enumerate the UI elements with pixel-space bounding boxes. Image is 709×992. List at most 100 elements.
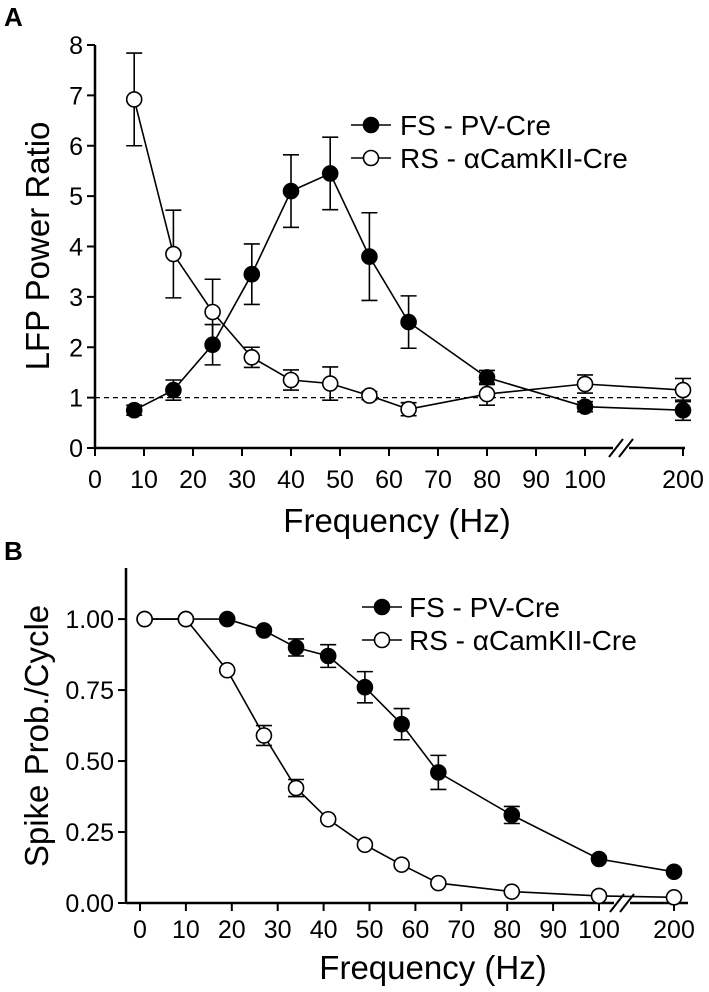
chart-a-axis-break-mark-0	[608, 438, 624, 458]
chart-a-series-fs-pv-cre-point-9	[576, 398, 594, 415]
chart-a-series-fs-pv-cre-point-10	[674, 401, 692, 419]
chart-b-series-rs-camkii-cre-point-2	[218, 661, 236, 679]
chart-a-legend-label-1: RS - αCamKII-Cre	[400, 143, 628, 174]
chart-b-y-tick-label-1: 0.25	[65, 819, 114, 847]
chart-b-series-fs-pv-cre-point-6	[356, 678, 374, 696]
chart-b-series-fs-pv-cre-point-4	[287, 639, 305, 656]
chart-a-legend-marker-1	[362, 149, 380, 167]
chart-a-series-rs-camkii-cre-point-5	[321, 375, 339, 392]
chart-a-series-fs-pv-cre-point-6	[361, 248, 378, 265]
chart-a-series-rs-camkii-cre-point-7	[400, 400, 417, 418]
chart-a-series-rs-camkii-cre-point-9	[576, 375, 594, 393]
chart-a-series-fs-pv-cre-line	[133, 172, 684, 411]
chart-b-x-tick-label-6: 60	[401, 916, 429, 944]
chart-b-series-fs-pv-cre-line	[144, 618, 675, 873]
chart-b-y-axis-title: Spike Prob./Cycle	[18, 605, 55, 867]
chart-a-y-tick-label-8: 8	[69, 32, 83, 60]
chart-a-legend-marker-0	[362, 116, 380, 134]
chart-a-series-fs-pv-cre-point-1	[165, 381, 182, 399]
chart-a-x-tick-label-4: 40	[277, 466, 305, 494]
chart-b-x-tick-label-5: 50	[356, 916, 384, 944]
chart-b-x-tick-label-2: 20	[218, 916, 246, 944]
chart-b-series-fs-pv-cre-point-10	[590, 850, 608, 868]
chart-a-x-tick-label-3: 30	[228, 466, 256, 494]
chart-b-x-tick-label-0: 0	[133, 916, 147, 944]
chart-b-y-tick-label-4: 1.00	[65, 606, 114, 634]
chart-a-series-fs-pv-cre-point-0	[125, 401, 143, 419]
chart-b-series-rs-camkii-cre-point-6	[356, 836, 374, 854]
chart-b-series-rs-camkii-cre-point-10	[590, 887, 608, 905]
chart-b-legend-label-1: RS - αCamKII-Cre	[409, 625, 637, 656]
chart-b-series-fs-pv-cre-point-7	[393, 715, 410, 733]
chart-b-series-rs-camkii-cre-point-1	[177, 610, 195, 628]
chart-a-y-tick-label-7: 7	[69, 82, 83, 110]
chart-b-x-axis-title: Frequency (Hz)	[319, 949, 546, 986]
panel-letter-b: B	[4, 536, 23, 566]
chart-a-x-tick-label-5: 50	[326, 466, 354, 494]
chart-a-x-tick-label-11: 200	[662, 466, 704, 494]
chart-b-series-rs-camkii-cre-point-0	[136, 610, 153, 628]
chart-a-axis-break-mark-1	[618, 438, 634, 458]
chart-a-y-tick-label-6: 6	[69, 133, 83, 161]
chart-a-series-rs-camkii-cre-point-1	[165, 245, 182, 263]
chart-a-series-fs-pv-cre-point-4	[282, 182, 300, 200]
chart-a-y-tick-label-0: 0	[69, 435, 83, 463]
chart-b-series-rs-camkii-cre-line	[144, 618, 675, 899]
chart-a-x-tick-label-10: 100	[564, 466, 606, 494]
chart-b-y-tick-label-2: 0.50	[65, 748, 114, 776]
chart-a-series-fs-pv-cre-point-3	[243, 265, 261, 283]
chart-b-y-tick-label-0: 0.00	[65, 890, 114, 918]
chart-b: 0.00 0.25 0.50 0.75 1.00 0 10 20 30 40 50 60 70 80 90 1…	[18, 568, 695, 986]
chart-b-x-tick-label-1: 10	[172, 916, 200, 944]
chart-b-x-tick-label-9: 90	[539, 916, 567, 944]
chart-b-legend-marker-1	[373, 631, 391, 649]
chart-b-series-rs-camkii-cre-point-5	[319, 810, 337, 828]
chart-b-series-fs-pv-cre-point-11	[665, 863, 683, 881]
chart-a-x-tick-label-2: 20	[179, 466, 207, 494]
chart-a-y-tick-label-4: 4	[69, 234, 83, 262]
chart-a-legend-label-0: FS - PV-Cre	[400, 110, 551, 141]
chart-b-x-tick-label-11: 200	[653, 916, 695, 944]
chart-b-x-tick-label-8: 80	[493, 916, 521, 944]
chart-a-series-rs-camkii-cre-point-4	[282, 371, 300, 389]
chart-b-series-rs-camkii-cre-point-3	[255, 727, 273, 744]
chart-a-series-rs-camkii-cre-point-0	[125, 91, 143, 108]
chart-b-series-rs-camkii-cre-point-9	[503, 883, 521, 900]
chart-a-x-tick-label-8: 80	[473, 466, 501, 494]
chart-b-legend-marker-0	[373, 598, 391, 616]
chart-a-y-tick-label-1: 1	[69, 385, 83, 413]
chart-b-series-rs-camkii-cre-point-8	[430, 874, 447, 892]
chart-b-series-rs-camkii-cre-point-7	[393, 856, 410, 873]
chart-b-x-tick-label-10: 100	[578, 916, 620, 944]
chart-a-series-rs-camkii-cre-point-2	[204, 303, 221, 321]
chart-a-y-tick-label-5: 5	[69, 183, 83, 211]
chart-a-series-rs-camkii-cre-point-3	[243, 349, 261, 366]
panel-letter-a: A	[4, 2, 23, 32]
chart-b-series-fs-pv-cre-point-9	[503, 806, 521, 824]
chart-a-x-tick-label-1: 10	[130, 466, 158, 494]
chart-b-series-fs-pv-cre-point-8	[430, 764, 447, 781]
chart-b-x-tick-label-3: 30	[264, 916, 292, 944]
chart-b-series-rs-camkii-cre-point-4	[287, 779, 305, 797]
chart-a-y-tick-label-3: 3	[69, 284, 83, 312]
chart-b-legend-label-0: FS - PV-Cre	[409, 592, 560, 623]
chart-a-x-axis-title: Frequency (Hz)	[283, 502, 510, 539]
chart-b-x-tick-label-7: 70	[447, 916, 475, 944]
chart-a-series-rs-camkii-cre-point-8	[478, 385, 496, 403]
chart-a-y-axis-title: LFP Power Ratio	[19, 122, 56, 371]
chart-a-series-rs-camkii-cre-point-6	[361, 387, 378, 404]
chart-b-x-tick-label-4: 40	[310, 916, 338, 944]
chart-b-series-fs-pv-cre-point-3	[255, 622, 273, 639]
chart-a-x-tick-label-6: 60	[375, 466, 403, 494]
chart-a-series-fs-pv-cre-point-7	[400, 313, 417, 331]
chart-a-x-tick-label-9: 90	[522, 466, 550, 494]
chart-a-x-tick-label-0: 0	[88, 466, 102, 494]
chart-a-x-tick-label-7: 70	[424, 466, 452, 494]
chart-a-y-tick-label-2: 2	[69, 334, 83, 362]
chart-b-series-rs-camkii-cre-point-11	[665, 889, 683, 906]
chart-b-series-fs-pv-cre-point-5	[319, 647, 337, 665]
chart-b-series-fs-pv-cre-point-2	[218, 610, 236, 628]
